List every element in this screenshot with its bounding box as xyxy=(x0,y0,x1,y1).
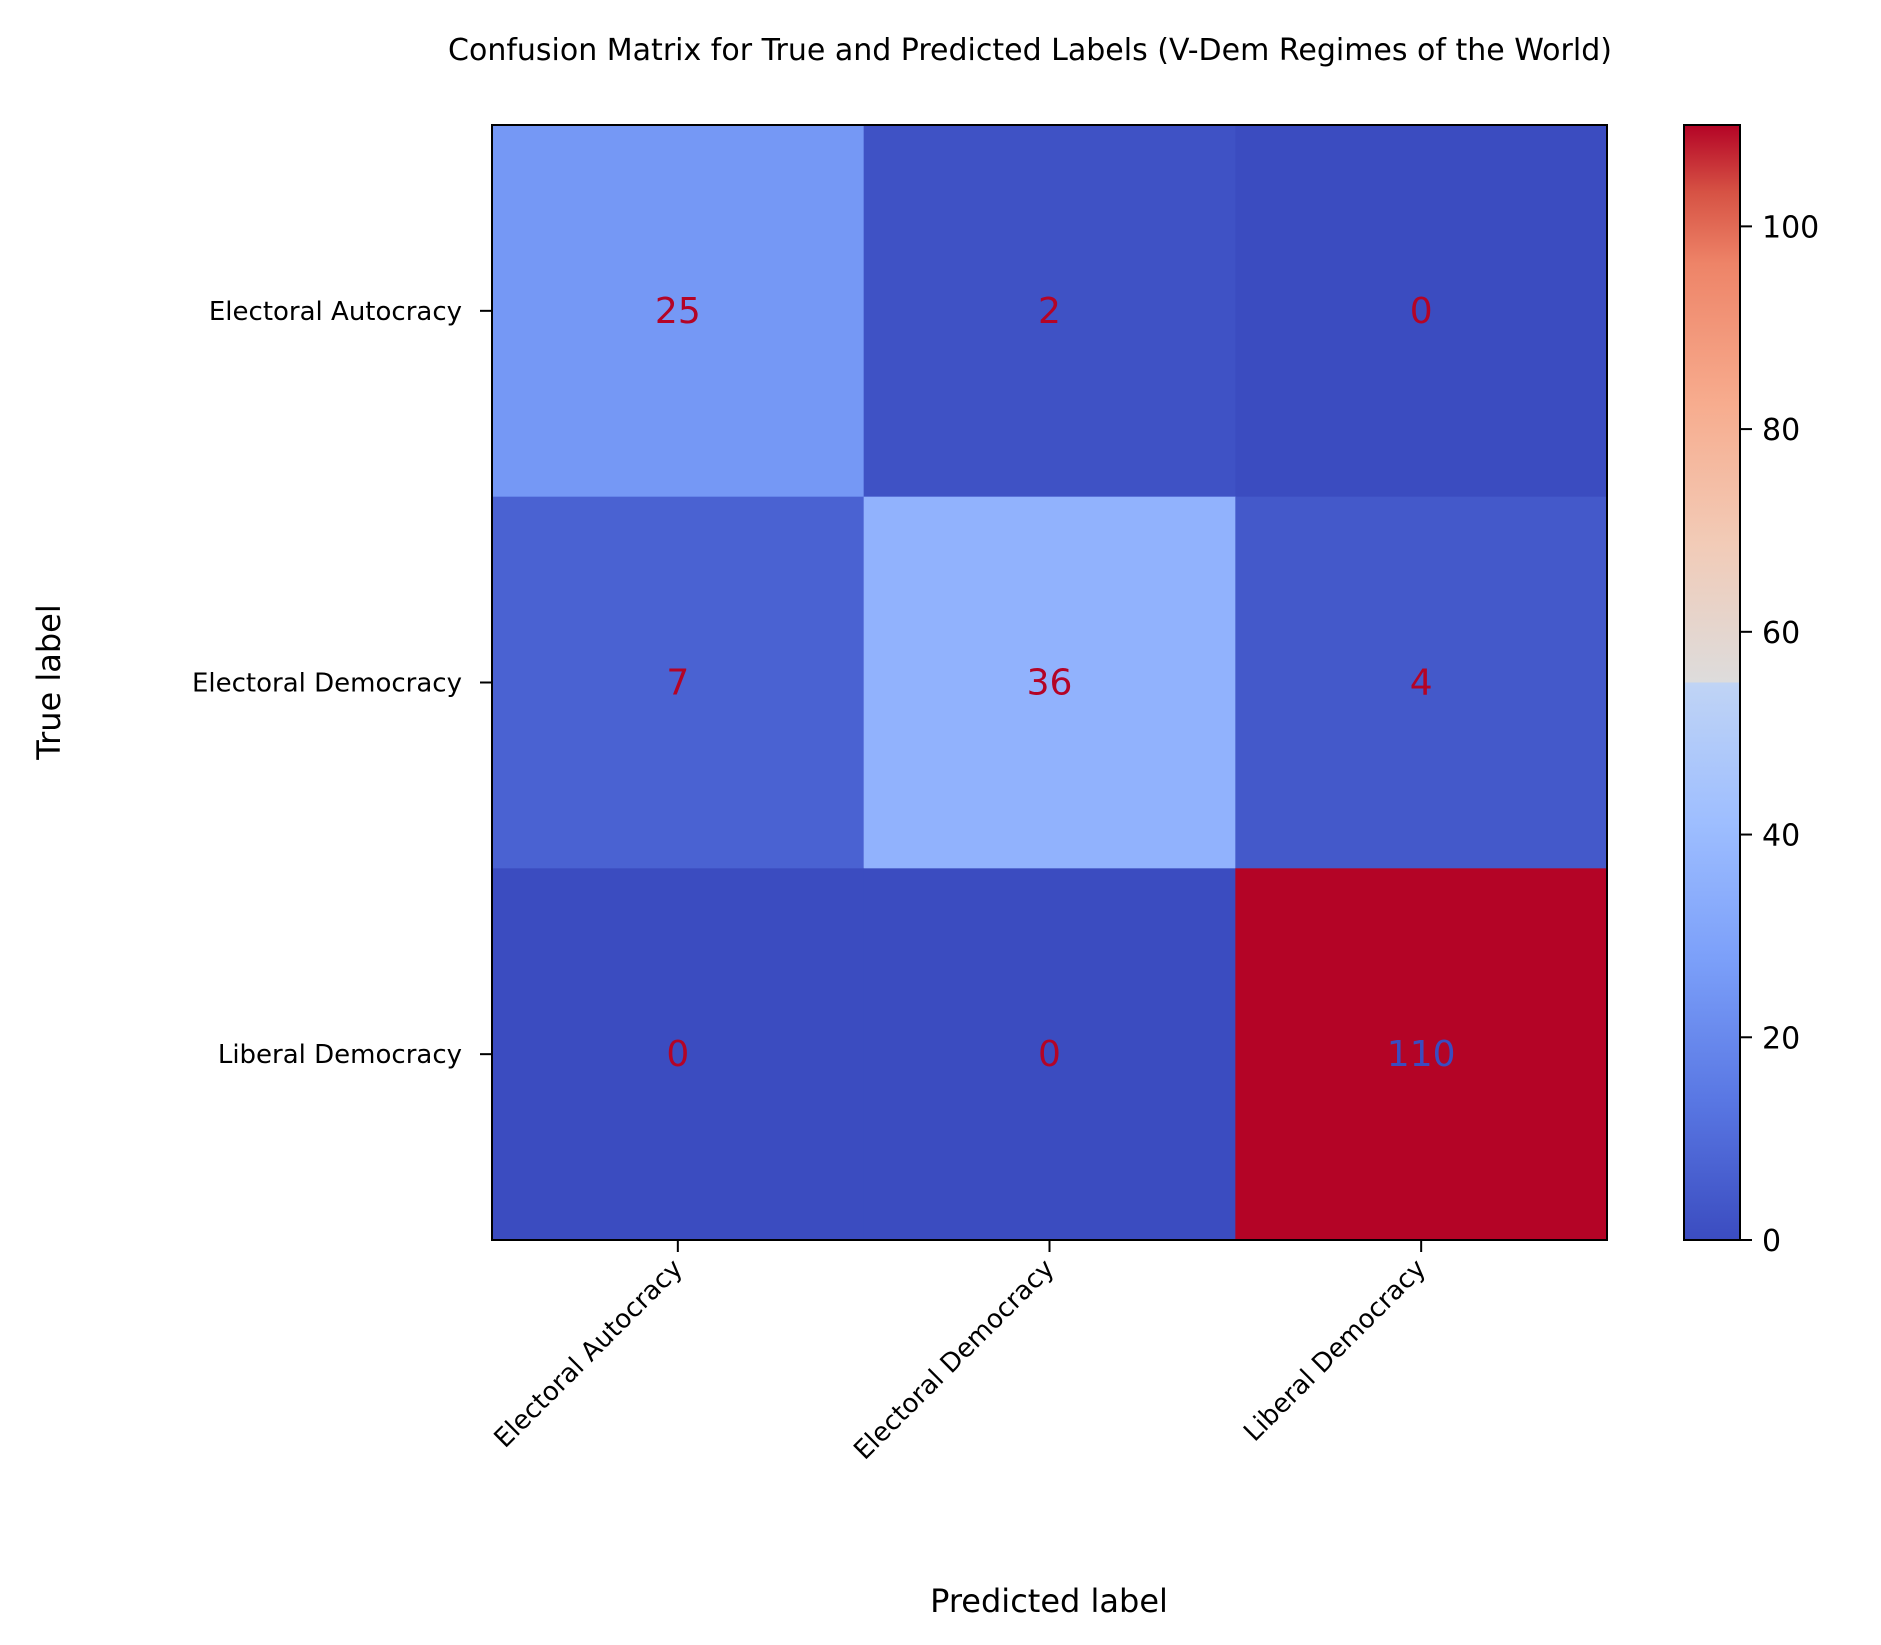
heatmap-cell xyxy=(492,496,865,869)
x-axis-ticks: Electoral Autocracy Electoral Democracy Li… xyxy=(489,1240,1432,1466)
y-axis-ticks: Electoral Autocracy Electoral Democracy Li… xyxy=(192,297,492,1070)
cell-value-label: 2 xyxy=(1038,291,1061,332)
colorbar-tick-label: 20 xyxy=(1762,1021,1800,1056)
colorbar-ticks: 0 20 40 60 80 100 xyxy=(1740,210,1819,1259)
cell-value-label: 7 xyxy=(666,663,689,704)
heatmap-cell xyxy=(863,496,1236,869)
colorbar: 0 20 40 60 80 100 xyxy=(1683,124,1819,1259)
heatmap-cell xyxy=(863,868,1236,1241)
x-axis-title: Predicted label xyxy=(930,1582,1168,1620)
y-tick-label: Electoral Democracy xyxy=(192,669,462,699)
chart-title: Confusion Matrix for True and Predicted … xyxy=(448,33,1612,68)
colorbar-tick-label: 40 xyxy=(1762,819,1800,854)
x-tick-label: Electoral Democracy xyxy=(848,1254,1060,1466)
heatmap-cell xyxy=(492,125,865,498)
colorbar-tick-label: 100 xyxy=(1762,210,1819,245)
cell-values: 25 2 0 7 36 4 0 0 110 xyxy=(655,291,1456,1075)
x-tick-label: Liberal Democracy xyxy=(1238,1254,1432,1448)
cell-value-label: 25 xyxy=(655,291,701,332)
y-tick-label: Liberal Democracy xyxy=(218,1040,462,1070)
heatmap-cell xyxy=(492,868,865,1241)
cell-value-label: 36 xyxy=(1027,663,1073,704)
y-axis-title: True label xyxy=(30,604,68,761)
heatmap-cell xyxy=(863,125,1236,498)
cell-value-label: 0 xyxy=(666,1034,689,1075)
colorbar-tick-label: 0 xyxy=(1762,1224,1781,1259)
colorbar-gradient xyxy=(1683,124,1741,1241)
cell-value-label: 4 xyxy=(1410,663,1433,704)
x-tick-label: Electoral Autocracy xyxy=(489,1254,689,1454)
cell-value-label: 110 xyxy=(1387,1034,1456,1075)
heatmap-cells xyxy=(492,125,1608,1241)
y-tick-label: Electoral Autocracy xyxy=(209,297,462,327)
cell-value-label: 0 xyxy=(1410,291,1433,332)
heatmap-cell xyxy=(1235,496,1608,869)
colorbar-tick-label: 80 xyxy=(1762,413,1800,448)
heatmap-cell xyxy=(1235,125,1608,498)
colorbar-tick-label: 60 xyxy=(1762,616,1800,651)
cell-value-label: 0 xyxy=(1038,1034,1061,1075)
heatmap-cell xyxy=(1235,868,1608,1241)
